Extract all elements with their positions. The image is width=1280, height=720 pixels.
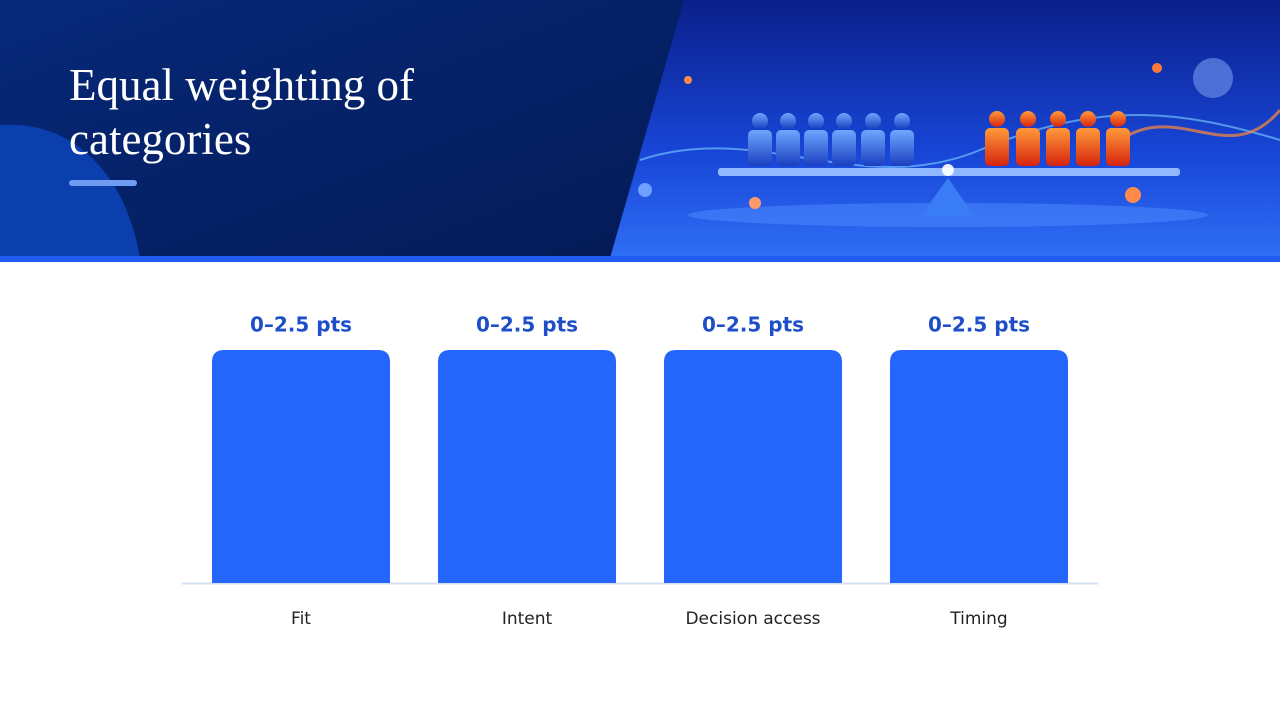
- x-tick-label: Timing: [949, 609, 1007, 629]
- x-tick-label: Decision access: [685, 609, 820, 629]
- x-tick-label: Fit: [291, 609, 311, 629]
- bar: [212, 350, 390, 583]
- chart-title: Equal weighting of categories: [69, 60, 414, 164]
- bar: [890, 350, 1068, 583]
- value-label: 0–2.5 pts: [476, 313, 578, 337]
- header-art: [0, 0, 1280, 262]
- value-label: 0–2.5 pts: [702, 313, 804, 337]
- bar: [664, 350, 842, 583]
- value-label: 0–2.5 pts: [928, 313, 1030, 337]
- x-tick-label: Intent: [502, 609, 553, 629]
- bar: [438, 350, 616, 583]
- value-label: 0–2.5 pts: [250, 313, 352, 337]
